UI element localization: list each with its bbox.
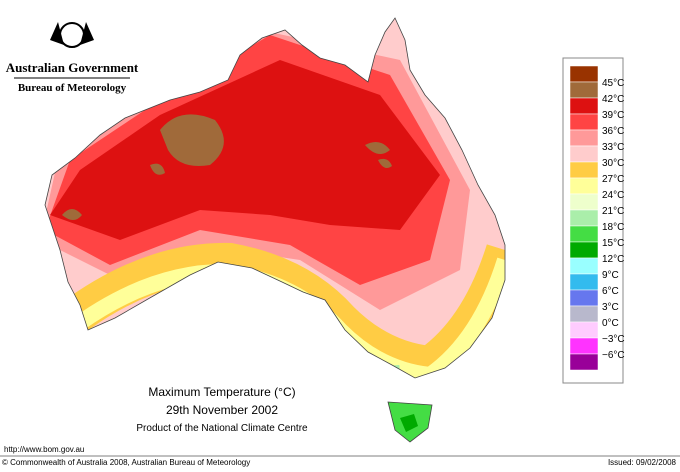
legend-swatch [569,337,599,355]
legend-label: 36°C [602,126,624,137]
legend-swatch [569,193,599,211]
legend-swatch [569,97,599,115]
legend-swatch [569,161,599,179]
legend: 45°C 42°C 39°C 36°C 33°C 30°C 27°C 24°C 21°C 18°C… [562,57,625,384]
legend-swatch [569,353,599,371]
government: Australian Government [6,60,139,75]
footer-issued: Issued: 09/02/2008 [608,458,677,467]
legend-swatch [569,209,599,227]
legend-swatch [569,289,599,307]
map-credit: Product of the National Climate Centre [136,423,308,434]
legend-label: 27°C [602,174,624,185]
legend-label: 3°C [602,302,619,313]
legend-label: 12°C [602,254,624,265]
legend-swatch [569,321,599,339]
legend-swatch [569,257,599,275]
map-title: Maximum Temperature (°C) [148,385,295,399]
legend-label: 45°C [602,78,624,89]
legend-swatch [569,129,599,147]
legend-label: 21°C [602,206,624,217]
legend-label: 24°C [602,190,624,201]
legend-swatch [569,177,599,195]
legend-swatch [569,273,599,291]
legend-swatch [569,113,599,131]
legend-label: 15°C [602,238,624,249]
legend-label: 0°C [602,318,619,329]
legend-label: 9°C [602,270,619,281]
map-date: 29th November 2002 [166,403,278,417]
legend-label: 33°C [602,142,624,153]
legend-swatch [569,81,599,99]
bureau: Bureau of Meteorology [18,82,127,94]
legend-label: 6°C [602,286,619,297]
crest [50,22,94,48]
tasmania [387,401,433,443]
legend-label: 18°C [602,222,624,233]
legend-swatch [569,225,599,243]
legend-swatch [569,145,599,163]
legend-label: −3°C [602,334,625,345]
footer-url: http://www.bom.gov.au [4,445,84,454]
footer-copyright: © Commonwealth of Australia 2008, Austra… [2,458,250,467]
legend-label: −6°C [602,350,625,361]
legend-label: 30°C [602,158,624,169]
legend-label: 42°C [602,94,624,105]
legend-label: 39°C [602,110,624,121]
legend-swatch [569,241,599,259]
legend-swatch [569,65,599,83]
legend-swatch [569,305,599,323]
